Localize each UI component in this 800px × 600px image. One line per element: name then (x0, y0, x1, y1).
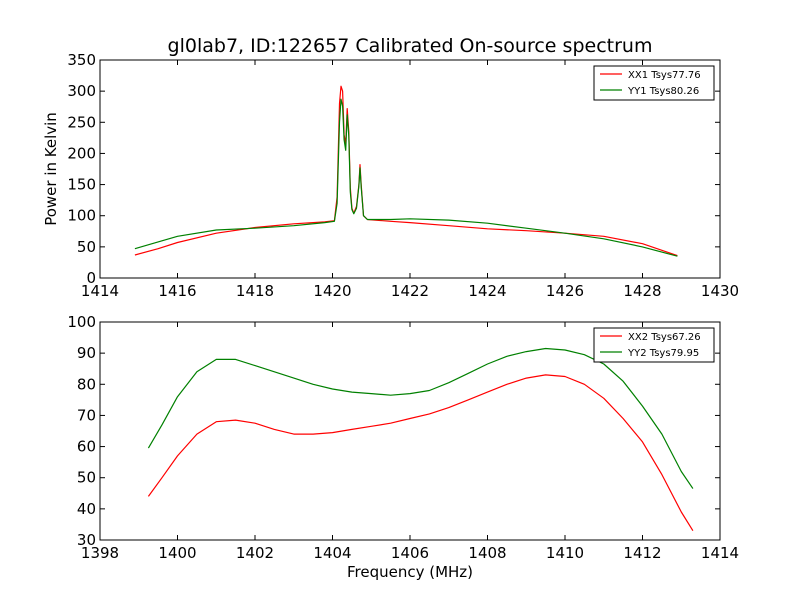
bottom-plot-frame (99, 321, 721, 541)
top-chart-panel: gl0lab7, ID:122657 Calibrated On-source … (42, 35, 739, 300)
legend-label-yy1: YY1 Tsys80.26 (627, 86, 699, 97)
legend-label-xx2: XX2 Tsys67.26 (628, 332, 701, 343)
y-tick-label: 80 (77, 375, 96, 393)
chart-title: gl0lab7, ID:122657 Calibrated On-source … (168, 35, 653, 57)
bottom-axis-ticks: 1398 1400 1402 1404 1406 1408 1410 1412 1414 30 40… (67, 313, 739, 562)
y-tick-label: 100 (67, 313, 96, 331)
y-tick-label: 50 (77, 469, 96, 487)
bottom-chart-panel: Frequency (MHz) 1398 1400 1402 1404 1406 1408… (67, 313, 739, 581)
y-tick-label: 40 (77, 500, 96, 518)
x-tick-label: 1400 (158, 544, 196, 562)
y-tick-label: 350 (67, 51, 96, 69)
legend-box (593, 327, 715, 363)
x-tick-label: 1406 (391, 544, 429, 562)
y-tick-label: 250 (67, 113, 96, 131)
series-line-xx2 (147, 374, 694, 532)
y-tick-label: 90 (77, 344, 96, 362)
bottom-legend: XX2 Tsys67.26 YY2 Tsys79.95 (593, 327, 715, 363)
y-tick-label: 300 (67, 82, 96, 100)
y-tick-label: 200 (67, 144, 96, 162)
y-tick-label: 30 (77, 531, 96, 549)
x-tick-label: 1408 (468, 544, 506, 562)
x-tick-label: 1416 (158, 282, 196, 300)
top-series-lines (134, 85, 678, 257)
top-plot-frame (99, 59, 721, 279)
x-tick-label: 1420 (313, 282, 351, 300)
y-tick-label: 70 (77, 406, 96, 424)
x-tick-label: 1428 (623, 282, 661, 300)
y-tick-label: 150 (67, 176, 96, 194)
x-axis-label: Frequency (MHz) (347, 563, 473, 581)
x-tick-label: 1410 (546, 544, 584, 562)
x-tick-label: 1402 (236, 544, 274, 562)
y-tick-label: 0 (86, 269, 96, 287)
y-axis-label: Power in Kelvin (42, 112, 60, 226)
x-tick-label: 1430 (701, 282, 739, 300)
x-tick-label: 1404 (313, 544, 351, 562)
y-tick-label: 100 (67, 207, 96, 225)
x-tick-label: 1424 (468, 282, 506, 300)
legend-label-xx1: XX1 Tsys77.76 (628, 70, 701, 81)
x-tick-label: 1418 (236, 282, 274, 300)
series-line-yy1 (134, 98, 678, 257)
top-legend: XX1 Tsys77.76 YY1 Tsys80.26 (593, 65, 715, 101)
y-tick-label: 50 (77, 238, 96, 256)
top-axis-ticks: 1414 1416 1418 1420 1422 1424 1426 1428 1430 0 50 1… (67, 51, 739, 300)
series-line-yy2 (147, 347, 694, 489)
x-tick-label: 1398 (81, 544, 119, 562)
x-tick-label: 1426 (546, 282, 584, 300)
y-tick-label: 60 (77, 438, 96, 456)
bottom-series-lines (147, 347, 694, 532)
x-tick-label: 1412 (623, 544, 661, 562)
x-tick-label: 1414 (701, 544, 739, 562)
x-tick-label: 1422 (391, 282, 429, 300)
legend-label-yy2: YY2 Tsys79.95 (627, 348, 699, 359)
legend-box (593, 65, 715, 101)
x-tick-label: 1414 (81, 282, 119, 300)
